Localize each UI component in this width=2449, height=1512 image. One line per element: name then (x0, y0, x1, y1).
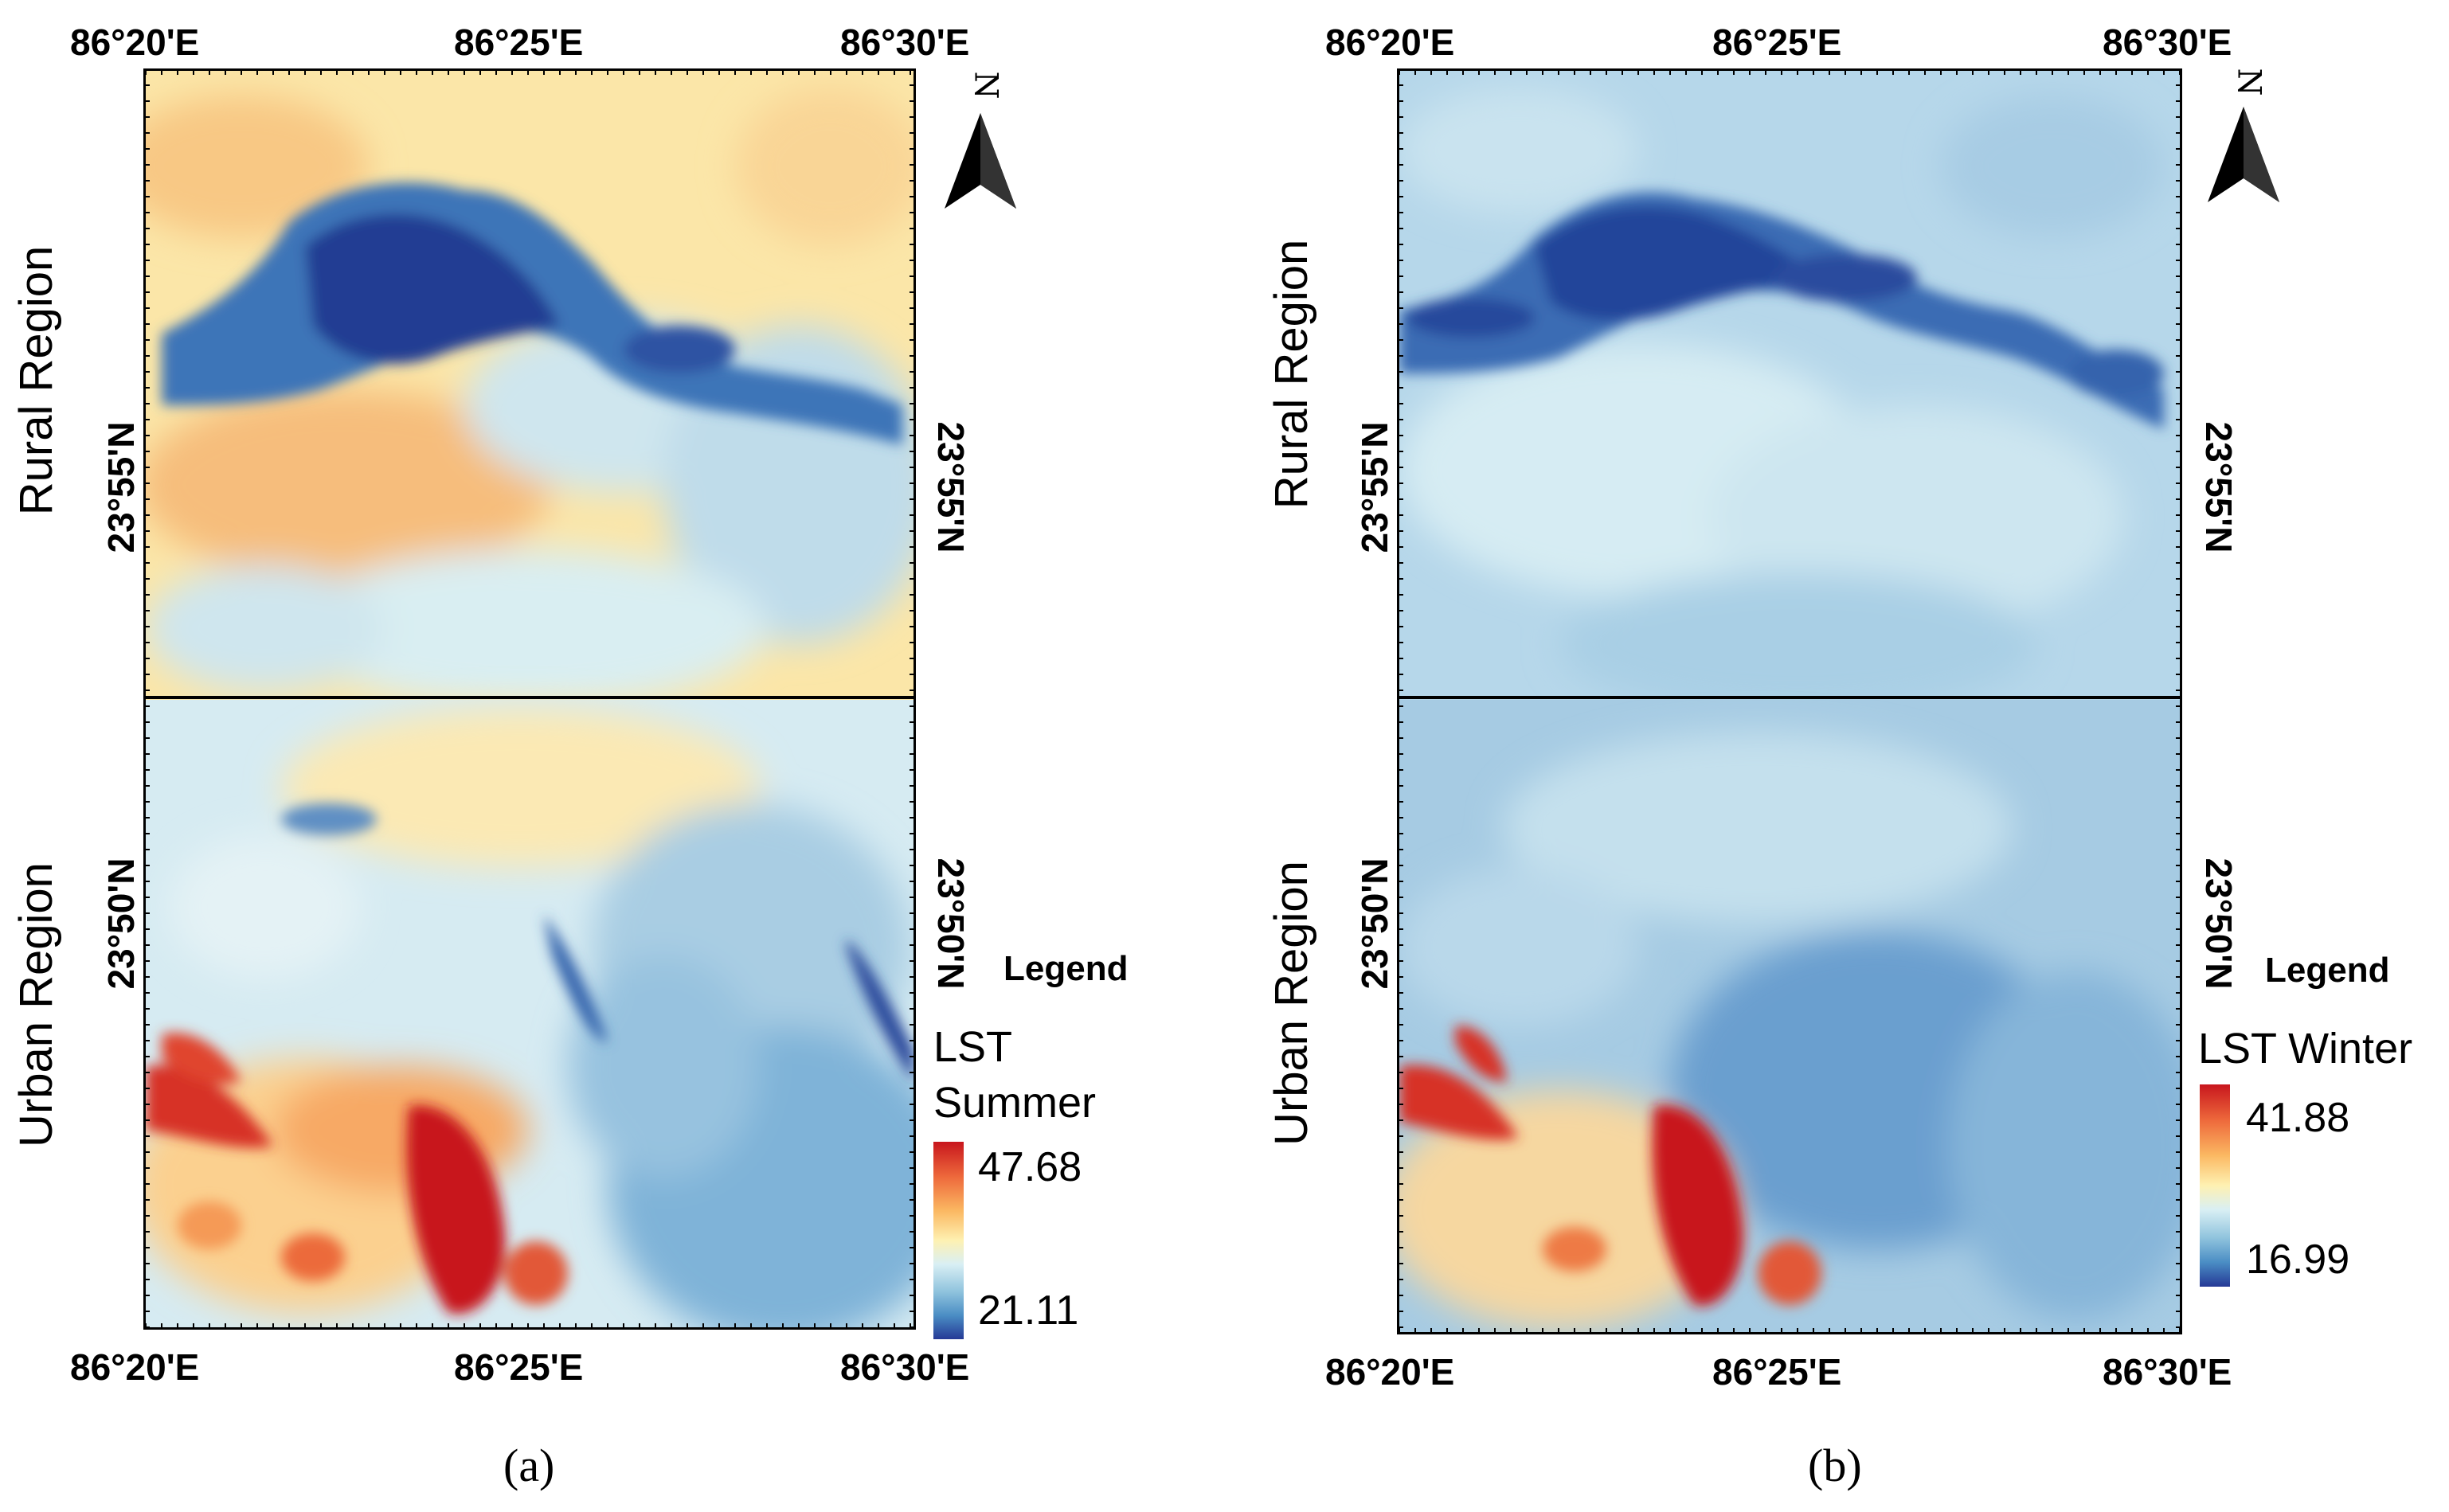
right-lat-label-rural: 23°55'N (2198, 421, 2240, 553)
top-lon-label-1: 86°20'E (1325, 21, 1455, 63)
left-ticks (1397, 68, 1403, 1334)
north-symbol: N (967, 71, 1004, 100)
top-lon-label-2: 86°25'E (454, 21, 584, 63)
legend-min: 21.11 (978, 1287, 1079, 1334)
caption-b: (b) (1808, 1440, 1862, 1491)
left-lat-label-urban: 23°50'N (1354, 858, 1395, 990)
bottom-lon-label-2: 86°25'E (1712, 1351, 1842, 1393)
rural-region-label: Rural Region (10, 245, 62, 516)
right-lat-label-urban: 23°50'N (930, 858, 972, 990)
legend-title: Legend (2265, 951, 2390, 990)
legend-max: 47.68 (978, 1144, 1082, 1190)
north-arrow-b: N (2208, 64, 2279, 223)
map-frame-winter (1397, 68, 2182, 1334)
legend-colorbar (2200, 1084, 2230, 1287)
legend-max: 41.88 (2246, 1095, 2350, 1141)
urban-region-label: Urban Region (10, 862, 62, 1147)
north-arrow-a: N (945, 67, 1016, 226)
bottom-lon-label-3: 86°30'E (2103, 1351, 2232, 1393)
legend-name-line2: Summer (933, 1079, 1097, 1127)
top-lon-label-1: 86°20'E (70, 21, 200, 63)
bottom-ticks (145, 1323, 914, 1330)
bottom-lon-label-1: 86°20'E (70, 1346, 200, 1388)
rural-region-label: Rural Region (1266, 239, 1317, 510)
bottom-ticks (1399, 1328, 2181, 1334)
right-lat-label-rural: 23°55'N (930, 421, 972, 553)
lst-winter-map (1399, 71, 2180, 1332)
lst-summer-map (146, 71, 913, 1327)
legend-min: 16.99 (2246, 1237, 2350, 1283)
north-arrow-icon (945, 113, 1016, 209)
top-lon-label-3: 86°30'E (2103, 21, 2232, 63)
map-frame-summer (143, 68, 916, 1330)
right-ticks (910, 68, 916, 1330)
top-ticks (145, 68, 914, 75)
legend-name-line1: LST (933, 1023, 1013, 1071)
left-lat-label-urban: 23°50'N (100, 858, 142, 990)
region-divider (1397, 696, 2182, 699)
bottom-lon-label-2: 86°25'E (454, 1346, 584, 1388)
north-arrow-icon (2208, 107, 2279, 202)
caption-a: (a) (503, 1440, 555, 1491)
legend-colorbar (933, 1142, 964, 1339)
left-lat-label-rural: 23°55'N (1354, 421, 1395, 553)
bottom-lon-label-1: 86°20'E (1325, 1351, 1455, 1393)
top-ticks (1399, 68, 2181, 75)
region-divider (143, 696, 916, 699)
right-ticks (2176, 68, 2182, 1334)
right-lat-label-urban: 23°50'N (2198, 858, 2240, 990)
left-ticks (143, 68, 150, 1330)
top-lon-label-2: 86°25'E (1712, 21, 1842, 63)
urban-region-label: Urban Region (1266, 861, 1317, 1146)
bottom-lon-label-3: 86°30'E (840, 1346, 970, 1388)
north-symbol: N (2230, 68, 2267, 96)
top-lon-label-3: 86°30'E (840, 21, 970, 63)
legend-name-line1: LST Winter (2198, 1025, 2413, 1072)
left-lat-label-rural: 23°55'N (100, 421, 142, 553)
legend-title: Legend (1003, 949, 1129, 988)
